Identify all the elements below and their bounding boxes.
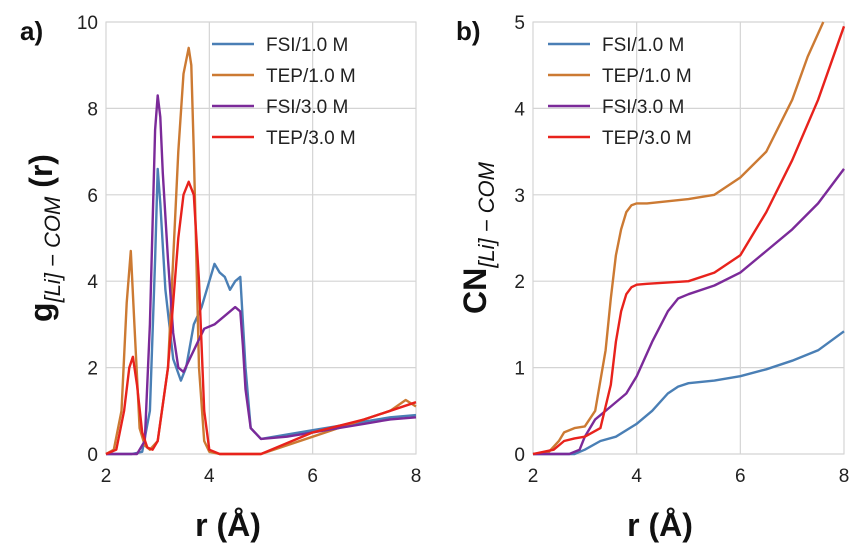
y-tick-label: 6: [87, 186, 98, 207]
legend-label: TEP/1.0 M: [266, 66, 356, 87]
series-line-fsi-1-0-m-b: [533, 330, 845, 456]
y-tick-label: 4: [87, 272, 98, 293]
legend-b: FSI/1.0 M TEP/1.0 M FSI/3.0 M TEP/3.0 M: [548, 35, 692, 149]
y-tick-label: 5: [514, 13, 525, 34]
series-line-tep-1-0-m-a: [105, 46, 417, 456]
x-tick-label: 2: [528, 466, 539, 487]
y-tick-label: 4: [514, 99, 525, 120]
series-lines-b: [532, 21, 846, 456]
legend-label: FSI/1.0 M: [602, 35, 684, 56]
x-tick-label: 8: [411, 466, 422, 487]
series-line-fsi-1-0-m-a: [106, 167, 417, 456]
x-tick-labels-b: 2 4 6 8: [528, 466, 850, 487]
series-line-fsi-3-0-m-a: [106, 94, 417, 456]
panel-label-a: a): [20, 16, 43, 46]
legend-label: FSI/3.0 M: [602, 97, 684, 118]
panel-b: 2 4 6 8 0 1 2 3 4 5 FSI/1.0 M TEP/1.0 M FSI/3.0 M T…: [456, 13, 849, 543]
y-tick-labels-a: 0 2 4 6 8 10: [77, 13, 99, 466]
series-line-tep-3-0-m-a: [105, 180, 417, 456]
x-tick-label: 6: [307, 466, 318, 487]
series-line-tep-3-0-m-b: [532, 25, 846, 456]
y-axis-label-suffix-a: (r): [23, 154, 59, 197]
y-axis-label-sub-b: [Li] − COM: [474, 161, 499, 268]
y-tick-label: 2: [514, 272, 525, 293]
x-tick-label: 6: [735, 466, 746, 487]
legend-label: TEP/3.0 M: [602, 128, 692, 149]
x-tick-label: 4: [204, 466, 215, 487]
y-axis-label-main-a: g: [23, 302, 59, 322]
grid-b: [532, 21, 845, 455]
y-tick-labels-b: 0 1 2 3 4 5: [514, 13, 525, 466]
x-tick-label: 2: [101, 466, 112, 487]
y-axis-label-a: g[Li] − COM (r): [23, 154, 65, 322]
y-tick-label: 2: [87, 359, 98, 380]
series-lines-a: [105, 46, 417, 456]
legend-label: FSI/3.0 M: [266, 97, 348, 118]
y-tick-label: 1: [514, 359, 525, 380]
series-line-tep-1-0-m-b: [532, 21, 825, 456]
series-line-fsi-3-0-m-b: [533, 168, 845, 456]
plot-frame-a: [105, 21, 417, 455]
x-tick-label: 4: [631, 466, 642, 487]
legend-label: FSI/1.0 M: [266, 35, 348, 56]
x-axis-label-a: r (Å): [195, 507, 261, 543]
y-tick-label: 0: [514, 445, 525, 466]
legend-a: FSI/1.0 M TEP/1.0 M FSI/3.0 M TEP/3.0 M: [212, 35, 356, 149]
y-axis-label-main-b: CN: [457, 268, 493, 314]
x-tick-labels-a: 2 4 6 8: [101, 466, 422, 487]
y-axis-label-sub-a: [Li] − COM: [40, 196, 65, 303]
x-tick-label: 8: [839, 466, 850, 487]
y-tick-label: 0: [87, 445, 98, 466]
legend-label: TEP/3.0 M: [266, 128, 356, 149]
y-axis-label-b: CN[Li] − COM: [457, 161, 499, 314]
y-tick-label: 8: [87, 99, 98, 120]
y-tick-label: 10: [77, 13, 98, 34]
panel-label-b: b): [456, 16, 481, 46]
legend-label: TEP/1.0 M: [602, 66, 692, 87]
x-axis-label-b: r (Å): [627, 507, 693, 543]
y-tick-label: 3: [514, 186, 525, 207]
